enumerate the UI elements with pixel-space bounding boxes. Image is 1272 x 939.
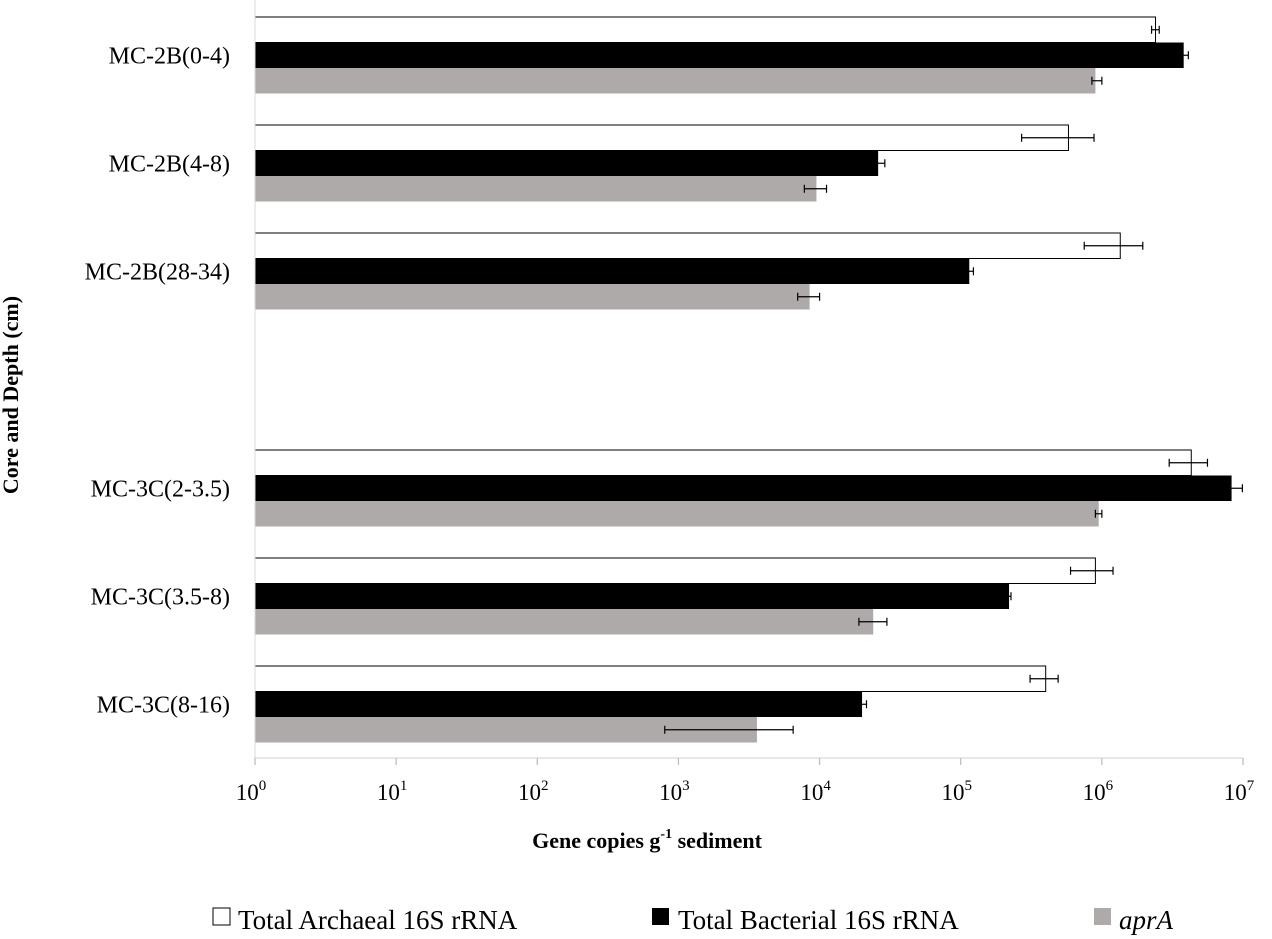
bar-total-bacterial-16s-rrna-mc-2b-0-4 <box>255 42 1184 68</box>
error-bar-apra-mc-2b-0-4 <box>1091 76 1103 85</box>
bar-apra-mc-2b-0-4 <box>255 68 1096 94</box>
x-axis-title: Gene copies g-1 sedimen​t <box>532 827 763 853</box>
legend-label-bacterial: Total Bacterial 16S rRNA <box>678 905 959 935</box>
error-bar-total-archaeal-16s-rrna-mc-2b-28-34 <box>1083 241 1144 250</box>
bar-total-bacterial-16s-rrna-mc-3c-8-16 <box>255 691 863 717</box>
bar-apra-mc-2b-4-8 <box>255 176 817 202</box>
error-bar-apra-mc-2b-28-34 <box>797 292 821 301</box>
x-tick-labels: 100 101 102 103 104 105 106 107 <box>236 778 1255 805</box>
y-axis-title: Core and Depth (cm) <box>0 296 23 494</box>
error-bar-total-bacterial-16s-rrna-mc-2b-4-8 <box>870 159 886 168</box>
category-labels: MC-2B(0-4) MC-2B(4-8) MC-2B(28-34) MC-3C(2-… <box>85 43 230 718</box>
error-bar-apra-mc-3c-8-16 <box>664 725 794 734</box>
category-label-mc-3c-2-3-5: MC-3C(2-3.5) <box>91 476 230 502</box>
bar-total-archaeal-16s-rrna-mc-2b-4-8 <box>254 124 1069 151</box>
bar-total-archaeal-16s-rrna-mc-2b-28-34 <box>254 232 1121 259</box>
error-bar-total-bacterial-16s-rrna-mc-3c-8-16 <box>856 700 868 709</box>
legend: Total Archaeal 16S rRNA Total Bacterial … <box>212 905 1174 935</box>
error-bar-total-archaeal-16s-rrna-mc-2b-4-8 <box>1020 133 1095 142</box>
error-bar-total-archaeal-16s-rrna-mc-3c-8-16 <box>1029 674 1059 683</box>
bar-total-archaeal-16s-rrna-mc-3c-3-5-8 <box>254 557 1096 584</box>
x-tick-label-6: 106 <box>1083 778 1114 805</box>
x-tick-label-1: 101 <box>377 778 408 805</box>
x-tick-label-2: 102 <box>518 778 549 805</box>
error-bar-total-bacterial-16s-rrna-mc-2b-0-4 <box>1178 51 1189 60</box>
x-tick-label-3: 103 <box>659 778 690 805</box>
bar-total-bacterial-16s-rrna-mc-3c-3-5-8 <box>255 583 1010 609</box>
legend-swatch-apra <box>1094 908 1111 925</box>
axes-layer <box>254 0 1244 765</box>
error-bar-total-archaeal-16s-rrna-mc-2b-0-4 <box>1150 25 1160 34</box>
bar-apra-mc-3c-3-5-8 <box>255 609 874 635</box>
error-bar-apra-mc-3c-3-5-8 <box>858 617 888 626</box>
legend-label-archaeal: Total Archaeal 16S rRNA <box>238 905 518 935</box>
bar-total-bacterial-16s-rrna-mc-2b-28-34 <box>255 258 970 284</box>
legend-label-apra: aprA <box>1119 905 1174 935</box>
legend-swatch-archaeal <box>212 907 231 926</box>
legend-swatch-bacterial <box>652 908 669 925</box>
category-label-mc-3c-8-16: MC-3C(8-16) <box>97 692 230 718</box>
error-bar-total-archaeal-16s-rrna-mc-3c-3-5-8 <box>1069 566 1114 575</box>
x-tick-label-5: 105 <box>941 778 972 805</box>
error-bar-total-bacterial-16s-rrna-mc-3c-3-5-8 <box>1006 592 1012 601</box>
bar-total-bacterial-16s-rrna-mc-3c-2-3-5 <box>255 475 1232 501</box>
bar-apra-mc-2b-28-34 <box>255 284 810 310</box>
category-label-mc-2b-28-34: MC-2B(28-34) <box>85 259 230 285</box>
error-bars-layer <box>664 25 1243 734</box>
bars-layer <box>254 16 1232 743</box>
bar-total-archaeal-16s-rrna-mc-3c-2-3-5 <box>254 449 1192 476</box>
bar-total-bacterial-16s-rrna-mc-2b-4-8 <box>255 150 879 176</box>
category-label-mc-3c-3-5-8: MC-3C(3.5-8) <box>91 584 230 610</box>
x-tick-label-0: 100 <box>236 778 267 805</box>
error-bar-apra-mc-3c-2-3-5 <box>1094 509 1103 518</box>
bar-total-archaeal-16s-rrna-mc-2b-0-4 <box>254 16 1157 43</box>
x-tick-label-4: 104 <box>800 778 831 805</box>
category-label-mc-2b-4-8: MC-2B(4-8) <box>109 151 230 177</box>
error-bar-apra-mc-2b-4-8 <box>803 184 828 193</box>
error-bar-total-bacterial-16s-rrna-mc-3c-2-3-5 <box>1226 484 1243 493</box>
bar-apra-mc-3c-2-3-5 <box>255 501 1099 527</box>
bar-total-archaeal-16s-rrna-mc-3c-8-16 <box>254 665 1047 692</box>
x-tick-label-7: 107 <box>1224 778 1255 805</box>
error-bar-total-archaeal-16s-rrna-mc-3c-2-3-5 <box>1168 458 1209 467</box>
error-bar-total-bacterial-16s-rrna-mc-2b-28-34 <box>964 267 975 276</box>
category-label-mc-2b-0-4: MC-2B(0-4) <box>109 43 230 69</box>
